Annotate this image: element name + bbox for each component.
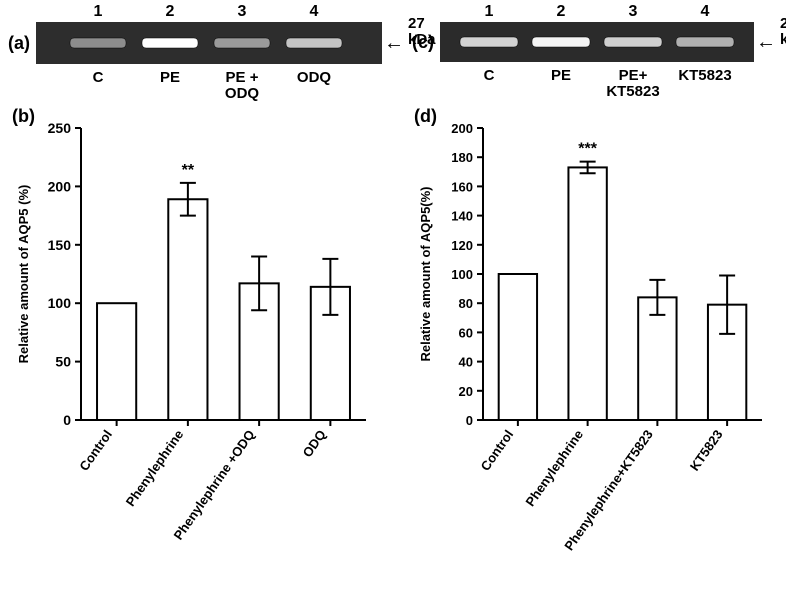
panel-label: (a)	[8, 33, 30, 53]
y-tick-label: 180	[451, 150, 473, 165]
arrow-icon: ←	[384, 32, 404, 54]
x-tick-label: Phenylephrine	[123, 427, 187, 509]
panel-label: (d)	[414, 106, 437, 126]
y-tick-label: 140	[451, 209, 473, 224]
lane-number: 4	[701, 3, 710, 20]
y-tick-label: 0	[63, 412, 71, 428]
lane-number: 2	[557, 3, 566, 20]
gel-band	[286, 38, 342, 48]
y-tick-label: 60	[459, 325, 473, 340]
y-tick-label: 200	[451, 121, 473, 136]
lane-number: 1	[94, 3, 103, 20]
x-tick-label: Phenylephrine +ODQ	[170, 427, 257, 542]
lane-label: C	[484, 67, 495, 84]
lane-label: PE	[160, 69, 180, 86]
gel-band	[532, 37, 590, 47]
lane-label: PE	[551, 67, 571, 84]
gel-panel-a: 1234(a)CPEPE +ODQODQ←27kDa	[8, 3, 436, 102]
y-axis-label: Relative amount of AQP5(%)	[418, 186, 433, 361]
lane-label: KT5823	[678, 67, 731, 84]
x-tick-label: ODQ	[300, 427, 329, 460]
lane-label: KT5823	[606, 83, 659, 100]
panel-label: (b)	[12, 106, 35, 126]
bar	[97, 303, 136, 420]
y-tick-label: 100	[48, 295, 72, 311]
arrow-icon: ←	[756, 31, 776, 53]
lane-number: 3	[629, 3, 638, 20]
lane-label: ODQ	[297, 69, 332, 86]
gel-band	[676, 37, 734, 47]
gel-band	[604, 37, 662, 47]
bar	[568, 167, 606, 420]
y-tick-label: 0	[466, 413, 473, 428]
y-tick-label: 150	[48, 237, 72, 253]
mw-label: kDa	[780, 31, 786, 48]
lane-number: 1	[485, 3, 494, 20]
bar-chart-b: (b) 0 50 100 150 200 250 Relative amount of AQP…	[12, 106, 366, 543]
bar-chart-d: (d) 0 20 40 60 80 100 120 140 160 180 200 Relative a…	[414, 106, 762, 553]
y-tick-label: 200	[48, 178, 72, 194]
mw-label: 27	[408, 15, 425, 32]
y-tick-label: 20	[459, 384, 473, 399]
x-tick-label: Phenylephrine	[522, 427, 586, 509]
panel-label: (c)	[412, 32, 434, 52]
bar	[499, 274, 537, 420]
lane-label: C	[93, 69, 104, 86]
gel-band	[214, 38, 270, 48]
y-tick-label: 100	[451, 267, 473, 282]
lane-label: PE +	[226, 69, 259, 86]
lane-label: PE+	[619, 67, 648, 84]
y-tick-label: 160	[451, 179, 473, 194]
significance-marker: **	[182, 162, 195, 179]
significance-marker: ***	[578, 141, 597, 158]
x-tick-label: Control	[478, 427, 517, 473]
y-tick-label: 250	[48, 120, 72, 136]
y-axis-label: Relative amount of AQP5 (%)	[16, 185, 31, 364]
x-tick-label: KT5823	[687, 427, 726, 473]
bar	[168, 199, 207, 420]
lane-number: 4	[310, 3, 319, 20]
gel-band	[70, 38, 126, 48]
gel-band	[142, 38, 198, 48]
gel-panel-c: 1234(c)CPEPE+KT5823KT5823←27kDa	[412, 3, 786, 100]
y-tick-label: 120	[451, 238, 473, 253]
y-tick-label: 40	[459, 355, 473, 370]
lane-number: 3	[238, 3, 247, 20]
y-tick-label: 80	[459, 296, 473, 311]
lane-label: ODQ	[225, 85, 260, 102]
gel-band	[460, 37, 518, 47]
mw-label: 27	[780, 15, 786, 32]
x-tick-label: Control	[76, 427, 115, 473]
y-tick-label: 50	[55, 354, 71, 370]
lane-number: 2	[166, 3, 175, 20]
